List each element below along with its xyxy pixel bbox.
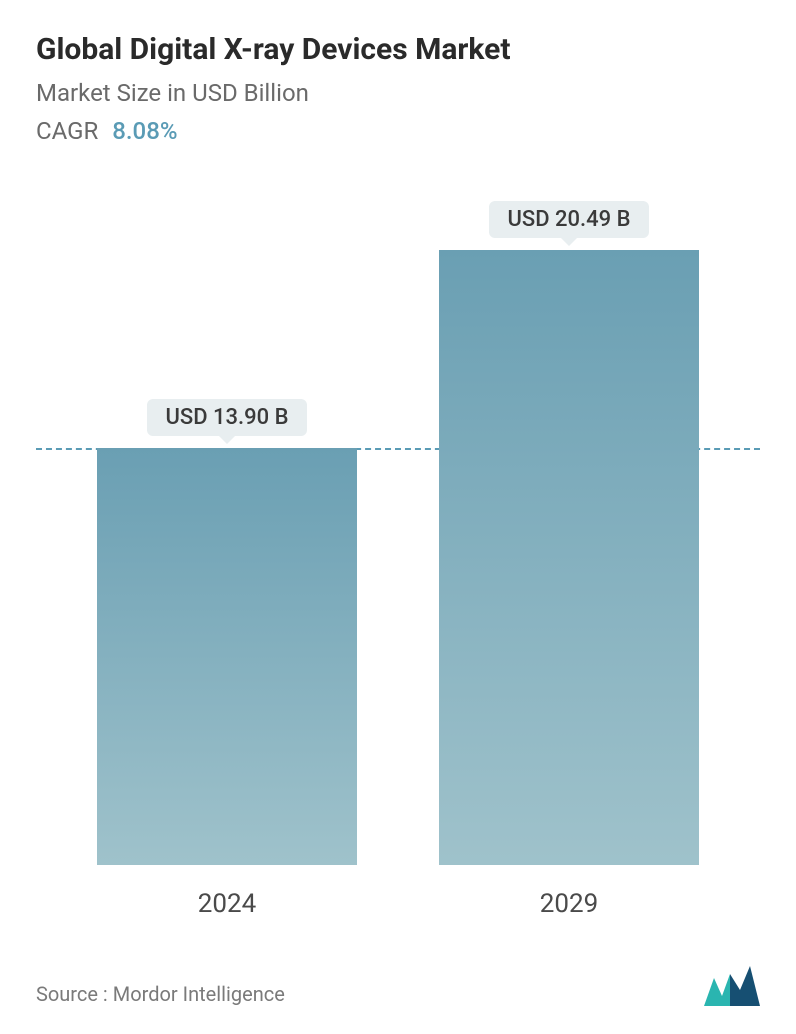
x-label-1: 2029 — [439, 889, 699, 919]
x-label-0: 2024 — [97, 889, 357, 919]
bar-1 — [439, 250, 699, 865]
chart-subtitle: Market Size in USD Billion — [36, 79, 760, 107]
bar-0 — [97, 448, 357, 865]
cagr-label: CAGR — [36, 117, 98, 145]
chart-area: USD 13.90 B USD 20.49 B — [36, 185, 760, 865]
footer: Source : Mordor Intelligence — [36, 966, 760, 1006]
bars-container: USD 13.90 B USD 20.49 B — [36, 185, 760, 865]
cagr-value: 8.08% — [112, 117, 177, 145]
source-name: Mordor Intelligence — [113, 982, 285, 1006]
value-label-1: USD 20.49 B — [489, 201, 648, 238]
cagr-row: CAGR 8.08% — [36, 117, 760, 145]
source-text: Source : Mordor Intelligence — [36, 982, 285, 1006]
x-axis-labels: 2024 2029 — [36, 889, 760, 919]
value-label-0: USD 13.90 B — [147, 399, 306, 436]
source-prefix: Source : — [36, 982, 113, 1006]
bar-group-0: USD 13.90 B — [97, 399, 357, 865]
chart-title: Global Digital X-ray Devices Market — [36, 32, 760, 67]
mordor-logo-icon — [704, 966, 760, 1006]
bar-group-1: USD 20.49 B — [439, 201, 699, 865]
